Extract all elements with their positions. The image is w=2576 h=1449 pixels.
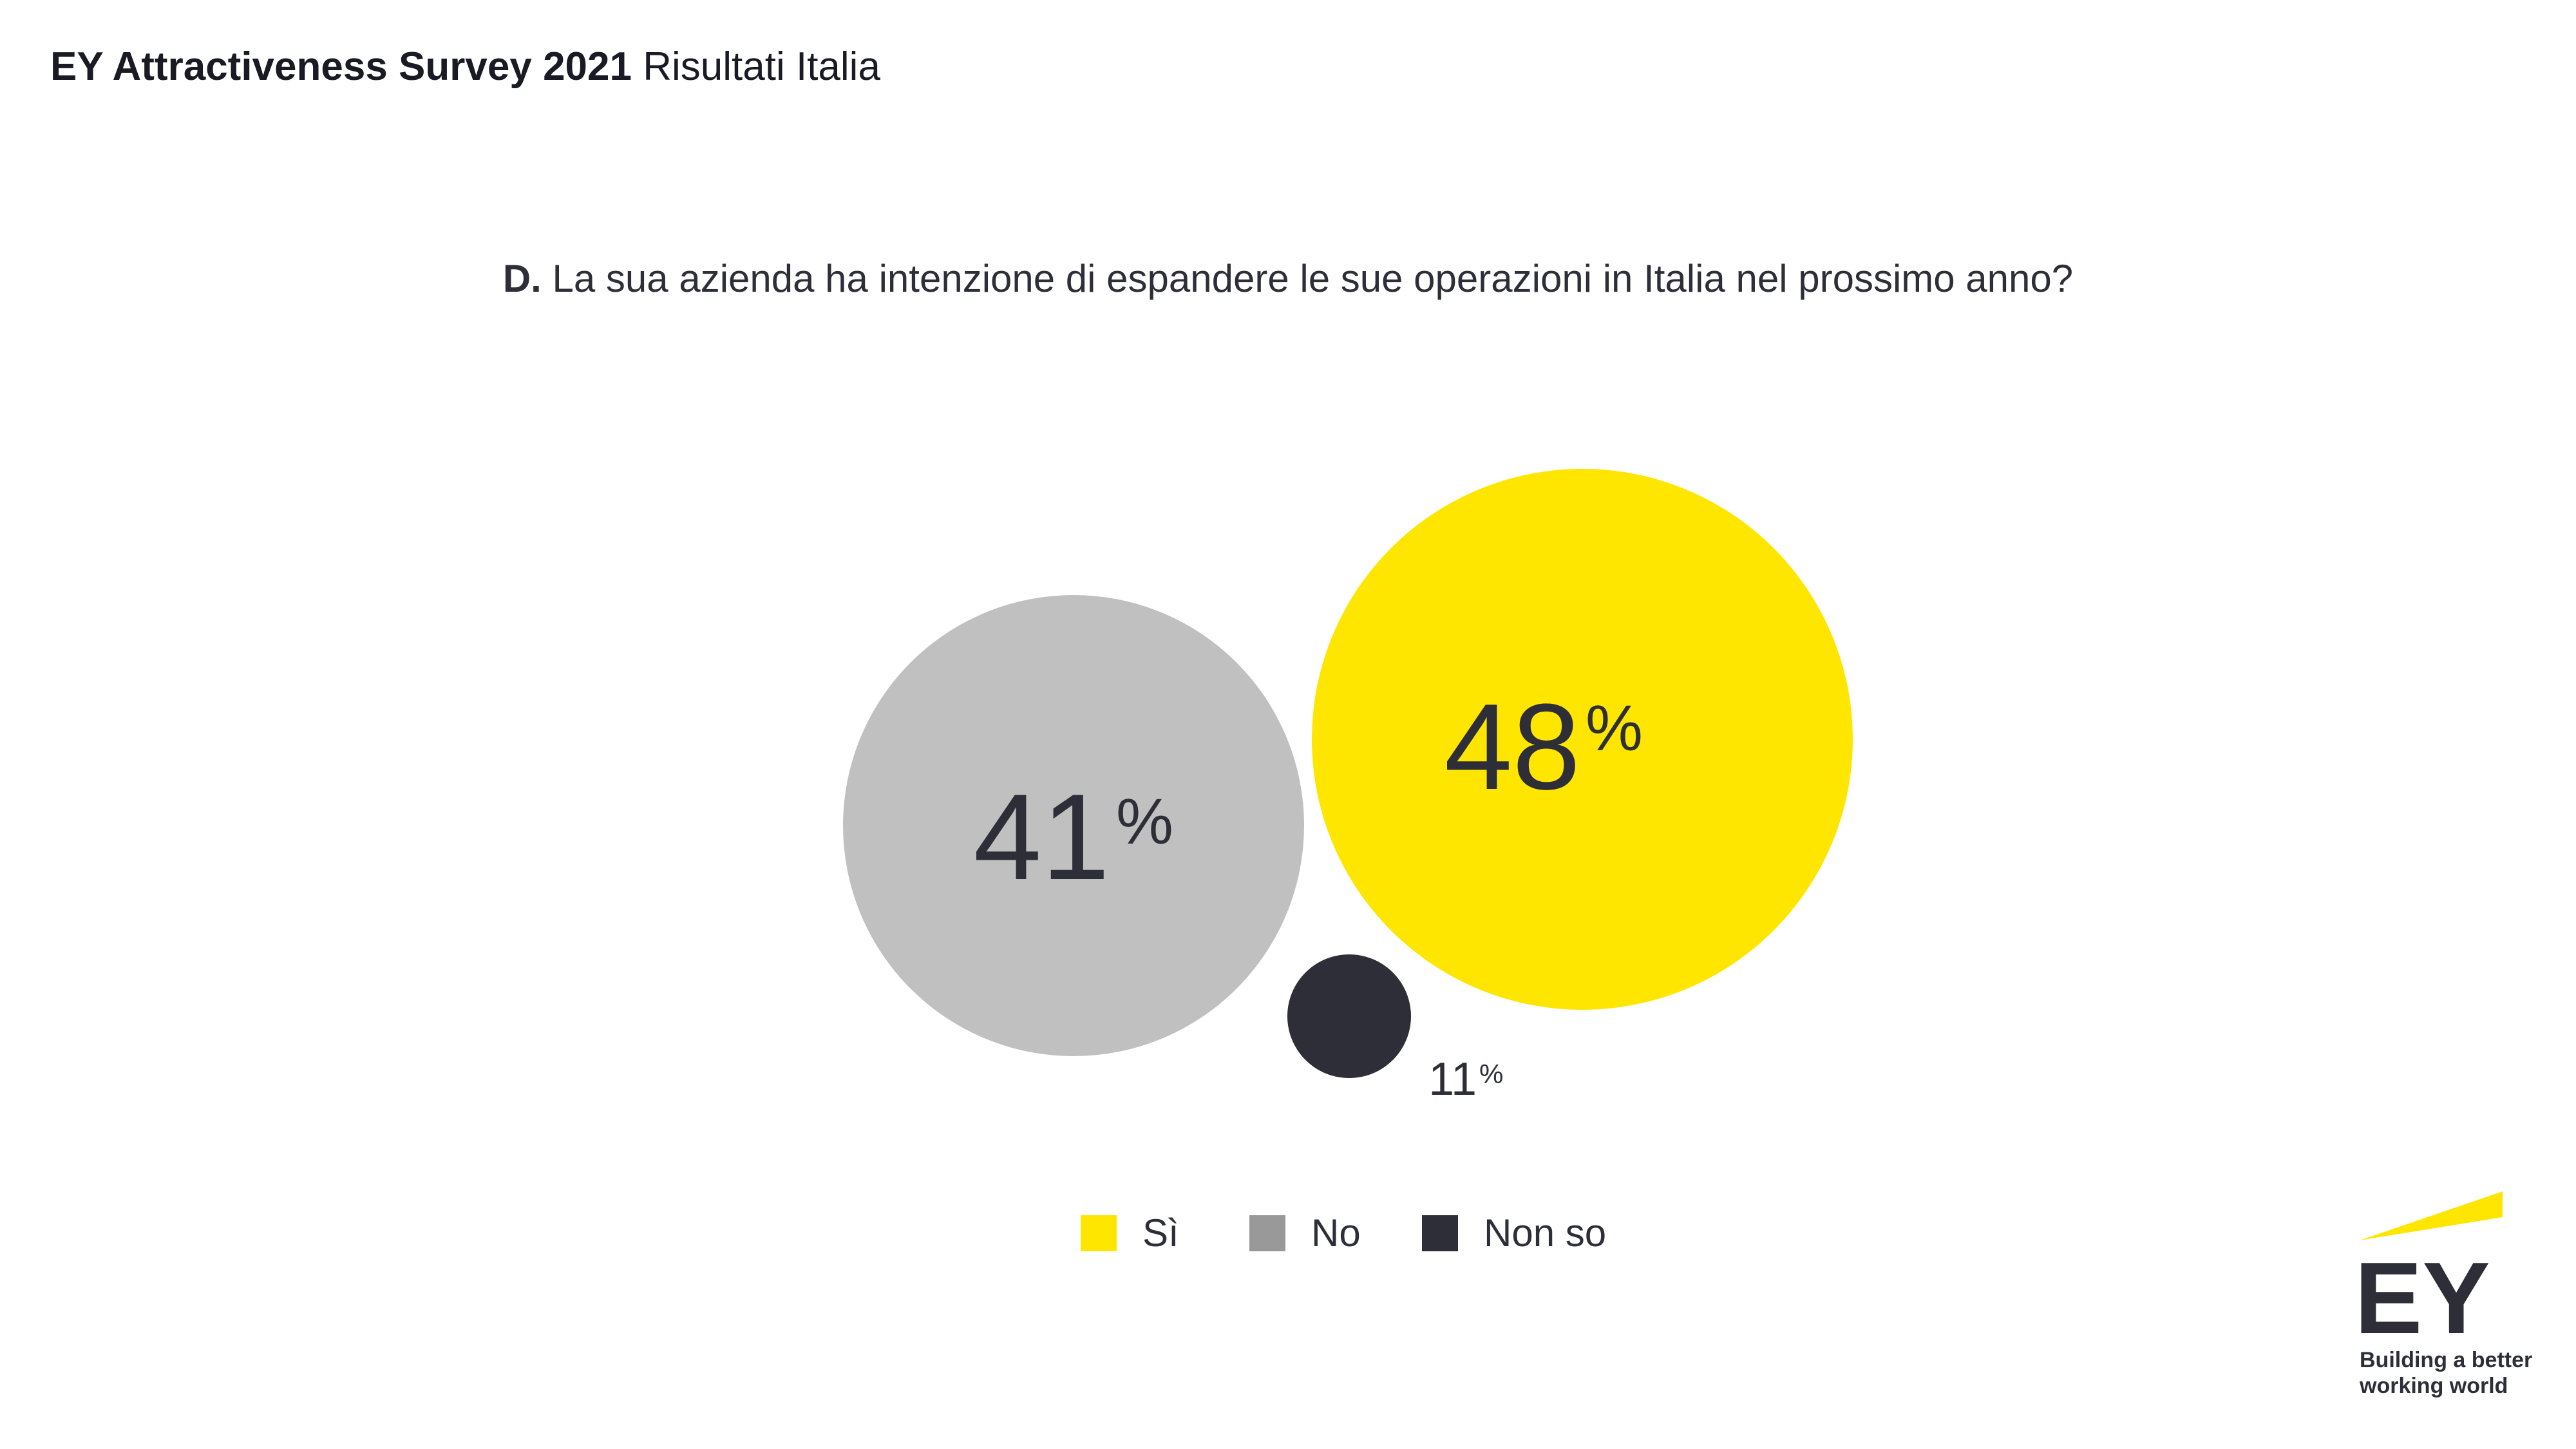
logo-tagline: Building a better working world	[2360, 1347, 2532, 1399]
chart-legend: Sì No Non so	[0, 1211, 2576, 1262]
legend-item-no: No	[1249, 1211, 1361, 1255]
legend-label-no: No	[1311, 1211, 1361, 1255]
data-label-no: 41	[974, 769, 1110, 905]
legend-item-si: Sì	[1081, 1211, 1179, 1255]
data-label-si: 48	[1444, 679, 1580, 815]
data-label-no-unit: %	[1116, 786, 1173, 858]
logo-mark: EY	[2357, 1242, 2490, 1355]
legend-label-nonso: Non so	[1484, 1211, 1607, 1255]
survey-question: D. La sua azienda ha intenzione di espan…	[0, 256, 2576, 301]
header-title-rest: Risultati Italia	[643, 44, 880, 89]
legend-swatch-si	[1081, 1215, 1117, 1251]
data-label-nonso-unit: %	[1479, 1059, 1503, 1089]
bubble-si	[1312, 469, 1853, 1010]
data-label-si-unit: %	[1586, 692, 1643, 764]
question-text: La sua azienda ha intenzione di espander…	[552, 257, 2074, 300]
legend-label-si: Sì	[1142, 1211, 1179, 1255]
legend-swatch-no	[1249, 1215, 1285, 1251]
ey-logo: EY	[2357, 1191, 2503, 1355]
legend-swatch-nonso	[1422, 1215, 1458, 1251]
logo-beam-icon	[2360, 1191, 2503, 1240]
page-header: EY Attractiveness Survey 2021 Risultati …	[50, 44, 880, 90]
logo-tagline-line2: working world	[2360, 1374, 2508, 1398]
question-prefix: D.	[502, 257, 542, 300]
bubble-nonso	[1287, 954, 1411, 1078]
header-title-bold: EY Attractiveness Survey 2021	[50, 44, 632, 89]
data-label-nonso: 11	[1428, 1054, 1477, 1105]
bubble-no	[843, 595, 1304, 1056]
logo-tagline-line1: Building a better	[2360, 1348, 2533, 1372]
legend-item-nonso: Non so	[1422, 1211, 1606, 1255]
